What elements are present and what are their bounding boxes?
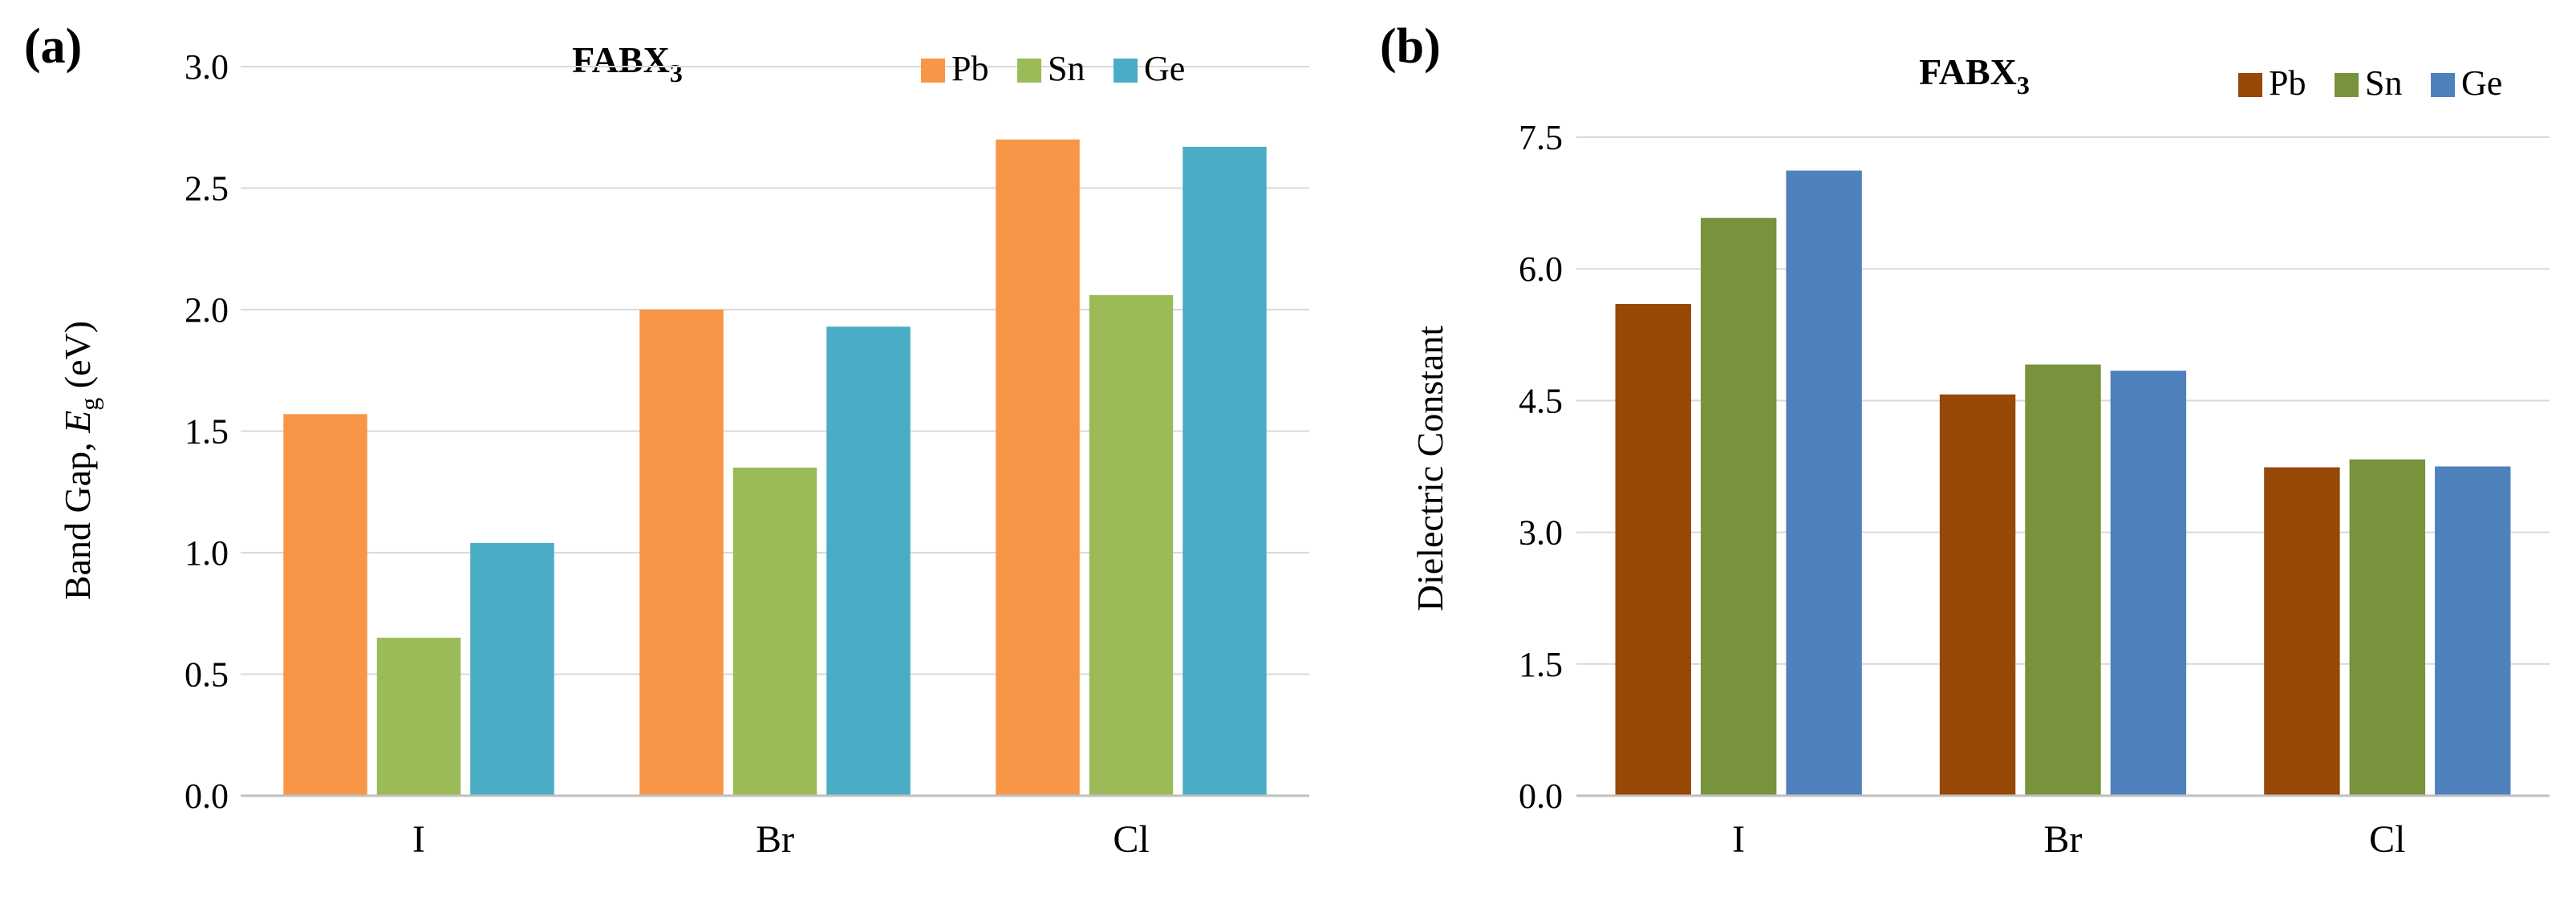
bar-sn-br: [2025, 364, 2101, 796]
legend-label-ge: Ge: [2461, 63, 2502, 103]
y-tick-label: 1.5: [1519, 645, 1563, 684]
y-tick-label: 1.5: [185, 412, 229, 452]
bar-pb-br: [1939, 394, 2016, 796]
bar-ge-i: [470, 542, 554, 796]
x-tick-label: I: [1732, 818, 1745, 861]
legend-swatch-sn: [1017, 59, 1041, 83]
y-tick-label: 0.0: [185, 776, 229, 816]
bar-ge-cl: [2435, 466, 2511, 796]
y-tick-label: 3.0: [1519, 513, 1563, 553]
x-tick-label: Br: [756, 818, 794, 861]
x-tick-label: Br: [2044, 818, 2083, 861]
x-tick-label: Cl: [2369, 818, 2405, 861]
legend-label-pb: Pb: [2269, 63, 2306, 103]
bar-ge-cl: [1183, 146, 1267, 797]
y-tick-label: 6.0: [1519, 249, 1563, 289]
panel-a-label: (a): [24, 19, 82, 74]
legend-label-ge: Ge: [1144, 49, 1185, 88]
bar-ge-br: [2110, 371, 2187, 796]
panel-b-label: (b): [1380, 19, 1441, 74]
y-tick-label: 0.0: [1519, 776, 1563, 816]
panel-b-ylabel: Dielectric Constant: [1410, 326, 1450, 612]
legend-label-pb: Pb: [951, 49, 988, 88]
legend-label-sn: Sn: [2365, 63, 2402, 103]
panel-a: (a) FABX3 Band Gap, Eg (eV) 0.0 0.5 1.0 1.5…: [24, 19, 1309, 861]
legend-swatch-ge: [1114, 59, 1138, 83]
x-tick-label: Cl: [1113, 818, 1149, 861]
y-tick-label: 7.5: [1519, 118, 1563, 157]
legend-swatch-pb: [921, 59, 945, 83]
bar-sn-i: [1700, 217, 1777, 796]
bar-sn-br: [732, 467, 817, 796]
bar-pb-cl: [2264, 467, 2340, 796]
panel-a-title: FABX3: [572, 39, 683, 87]
bar-sn-cl: [1089, 294, 1174, 796]
legend-label-sn: Sn: [1048, 49, 1085, 88]
y-tick-label: 2.5: [185, 169, 229, 209]
panel-b: (b) FABX3 Dielectric Constant 0.0 1.5 3.0 4…: [1380, 19, 2550, 861]
legend-swatch-sn: [2335, 73, 2359, 97]
panel-a-ylabel: Band Gap, Eg (eV): [57, 321, 103, 600]
bar-pb-i: [1615, 303, 1691, 796]
y-tick-label: 1.0: [185, 533, 229, 573]
legend-swatch-pb: [2238, 73, 2262, 97]
bar-pb-cl: [996, 139, 1080, 796]
bar-pb-i: [283, 414, 367, 796]
bar-ge-i: [1786, 170, 1862, 796]
panel-b-title: FABX3: [1919, 51, 2030, 99]
bar-ge-br: [826, 326, 911, 797]
bar-sn-i: [376, 638, 461, 796]
y-tick-label: 3.0: [185, 47, 229, 87]
bar-sn-cl: [2349, 459, 2426, 796]
legend-swatch-ge: [2431, 73, 2455, 97]
x-tick-label: I: [412, 818, 425, 861]
y-tick-label: 0.5: [185, 655, 229, 695]
y-tick-label: 4.5: [1519, 381, 1563, 420]
y-tick-label: 2.0: [185, 290, 229, 330]
bar-pb-br: [639, 310, 724, 796]
